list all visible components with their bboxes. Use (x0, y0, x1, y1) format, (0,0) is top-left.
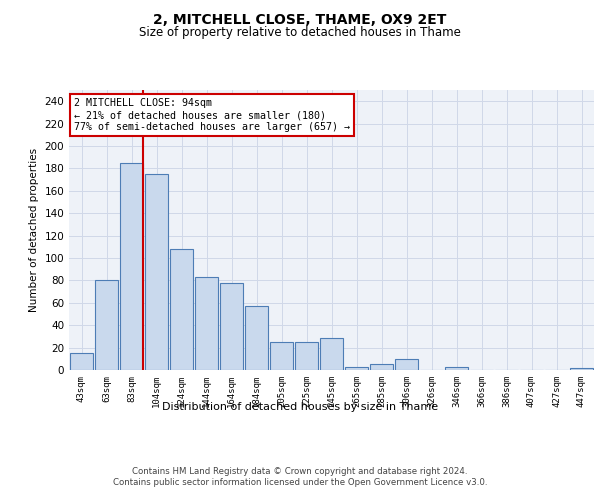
Text: 2 MITCHELL CLOSE: 94sqm
← 21% of detached houses are smaller (180)
77% of semi-d: 2 MITCHELL CLOSE: 94sqm ← 21% of detache… (74, 98, 350, 132)
Bar (170, 249, 193, 370)
Bar (245, 306, 268, 370)
Text: Size of property relative to detached houses in Thame: Size of property relative to detached ho… (139, 26, 461, 39)
Bar (395, 359, 418, 370)
Text: 2, MITCHELL CLOSE, THAME, OX9 2ET: 2, MITCHELL CLOSE, THAME, OX9 2ET (154, 12, 446, 26)
Text: Contains HM Land Registry data © Crown copyright and database right 2024.
Contai: Contains HM Land Registry data © Crown c… (113, 468, 487, 487)
Bar (120, 163, 143, 370)
Bar (220, 282, 243, 370)
Bar (570, 368, 593, 370)
Bar (270, 342, 293, 370)
Bar (145, 174, 168, 370)
Bar (345, 366, 368, 370)
Y-axis label: Number of detached properties: Number of detached properties (29, 148, 39, 312)
Bar (320, 338, 343, 370)
Bar (195, 277, 218, 370)
Bar (295, 342, 318, 370)
Bar (370, 364, 393, 370)
Bar (70, 353, 93, 370)
Bar (445, 366, 468, 370)
Text: Distribution of detached houses by size in Thame: Distribution of detached houses by size … (162, 402, 438, 412)
Bar (95, 280, 118, 370)
